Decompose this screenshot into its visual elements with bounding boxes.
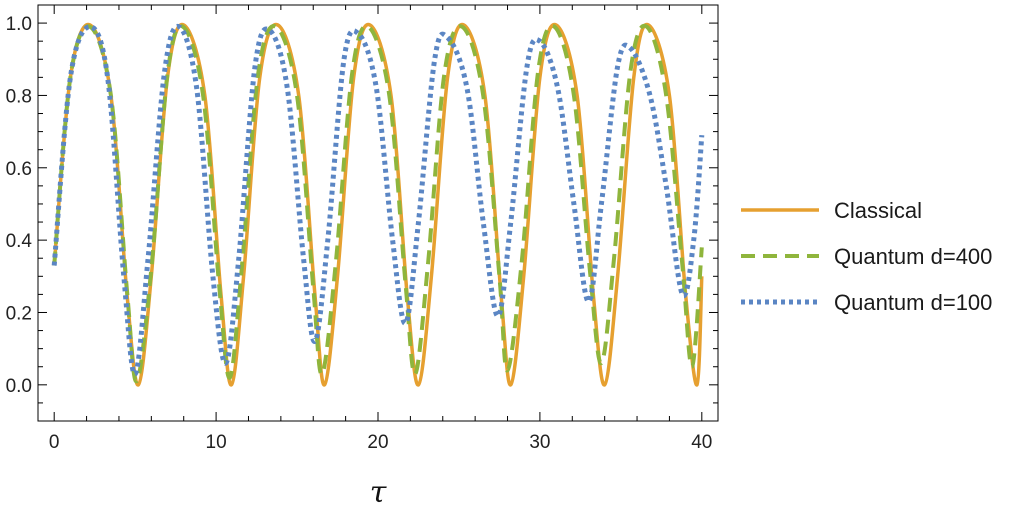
x-tick-label: 10 [206,432,227,453]
legend-label-3: Quantum d=100 [834,290,992,315]
legend-label-2: Quantum d=400 [834,244,992,269]
y-tick-label: 0.2 [6,303,32,324]
x-tick-label: 30 [529,432,550,453]
legend: Classical Quantum d=400 Quantum d=100 [741,198,992,315]
tick-labels: 0 10 20 30 40 0.0 0.2 0.4 0.6 0.8 1.0 [6,14,713,453]
x-tick-label: 20 [367,432,388,453]
x-tick-label: 40 [691,432,712,453]
y-tick-label: 0.8 [6,86,32,107]
y-tick-label: 1.0 [6,14,32,35]
x-axis-label: τ [370,475,387,510]
y-tick-label: 0.4 [6,231,33,252]
y-tick-label: 0.0 [6,376,32,397]
series-line-3 [51,23,705,377]
y-tick-label: 0.6 [6,159,32,180]
series-layer [51,22,705,387]
legend-label-1: Classical [834,198,922,223]
x-tick-label: 0 [49,432,60,453]
series-line-2 [52,23,704,384]
ticks [38,4,718,422]
